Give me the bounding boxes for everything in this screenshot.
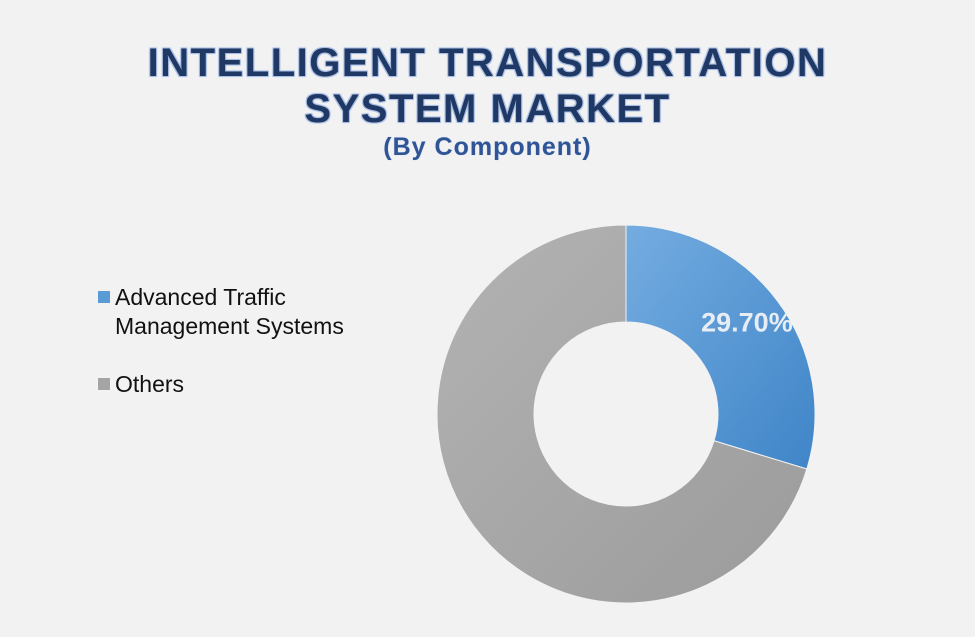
data-label-slice-atms: 29.70% [701,308,793,338]
slice-others [436,224,808,604]
legend-swatch-others [98,378,110,390]
legend-label-others: Others [115,371,185,397]
chart-subtitle: (By Component) [383,133,592,161]
legend-swatch-atms [98,291,110,303]
labels-layer: 29.70% [701,308,793,338]
chart-title-line-1: INTELLIGENT TRANSPORTATION [147,41,828,85]
legend-label-atms: Advanced Traffic Management Systems [115,284,344,339]
legend-item-atms: Advanced Traffic Management Systems [98,283,358,341]
legend-item-others: Others [98,370,358,399]
chart-legend: Advanced Traffic Management Systems Othe… [98,283,358,399]
chart-title-line-2: SYSTEM MARKET [304,87,671,131]
chart-title-block: INTELLIGENT TRANSPORTATION SYSTEM MARKET… [0,40,975,162]
slice-atms [625,224,816,470]
slices-layer [436,224,816,604]
